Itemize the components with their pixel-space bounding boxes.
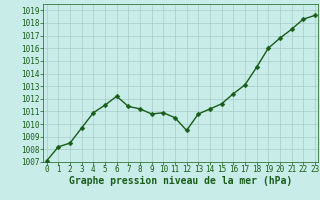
X-axis label: Graphe pression niveau de la mer (hPa): Graphe pression niveau de la mer (hPa) (69, 176, 292, 186)
